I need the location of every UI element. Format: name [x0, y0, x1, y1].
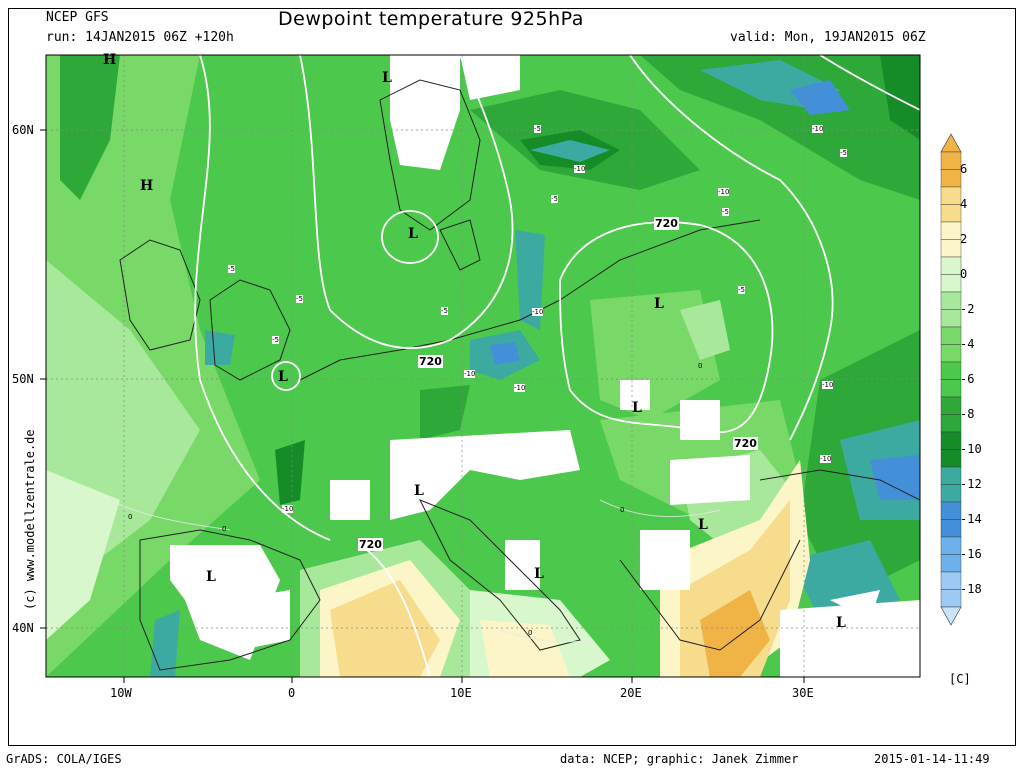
isotherm-label: -10: [574, 165, 586, 173]
graticule: [46, 55, 920, 677]
colorbar-tick-label: -8: [960, 406, 975, 421]
valid-time: valid: Mon, 19JAN2015 06Z: [730, 30, 926, 45]
copyright-text: (c) www.modellzentrale.de: [23, 429, 37, 610]
isotherm-label: -5: [722, 208, 729, 216]
colorbar-unit: [C]: [949, 672, 971, 686]
map-field: [46, 55, 920, 677]
isotherm-label: 0: [128, 513, 133, 521]
isotherm-label: -5: [840, 149, 847, 157]
lon-label-0: 0: [288, 686, 296, 700]
colorbar-tick-label: 0: [960, 266, 968, 281]
colorbar-tick-label: -4: [960, 336, 975, 351]
high-center-2: H: [140, 178, 154, 194]
isotherm-label: -5: [228, 265, 235, 273]
map-title: Dewpoint temperature 925hPa: [278, 8, 584, 30]
isotherm-label: -5: [272, 336, 279, 344]
colorbar-tick-label: -2: [960, 301, 975, 316]
isotherm-label: 0: [528, 629, 533, 637]
isotherms: [109, 499, 721, 643]
lat-label-50n: 50N: [12, 372, 34, 386]
isotherm-label: -10: [822, 381, 834, 389]
contour-label-720-2: 720: [418, 355, 443, 368]
figure-frame: [8, 8, 1016, 746]
axis-ticks: [40, 129, 805, 683]
isotherm-label: -5: [296, 295, 303, 303]
footer-credits: data: NCEP; graphic: Janek Zimmer: [560, 752, 799, 766]
low-center-2: L: [408, 226, 418, 242]
colorbar-tick-label: -18: [960, 581, 982, 596]
lon-label-20e: 20E: [620, 686, 642, 700]
low-center-5: L: [632, 400, 642, 416]
low-center-7: L: [698, 517, 708, 533]
low-center-10: L: [836, 615, 846, 631]
isotherm-label: -10: [464, 370, 476, 378]
low-center-9: L: [206, 569, 216, 585]
contour-label-720-1: 720: [654, 217, 679, 230]
isotherm-label: 0: [698, 362, 703, 370]
contour-label-720-4: 720: [358, 538, 383, 551]
run-time: run: 14JAN2015 06Z +120h: [46, 30, 234, 45]
colorbar-tick-label: -10: [960, 441, 982, 456]
model-source: NCEP GFS: [46, 10, 109, 25]
colorbar-tick-label: -16: [960, 546, 982, 561]
isotherm-label: -10: [718, 188, 730, 196]
lat-label-40n: 40N: [12, 621, 34, 635]
isotherm-label: -10: [282, 505, 294, 513]
isotherm-label: -10: [820, 455, 832, 463]
footer-software: GrADS: COLA/IGES: [6, 752, 122, 766]
low-center-3: L: [278, 369, 288, 385]
isotherm-label: -10: [532, 308, 544, 316]
lon-label-10e: 10E: [450, 686, 472, 700]
low-center-6: L: [414, 483, 424, 499]
colorbar-tick-label: 4: [960, 196, 968, 211]
map-border: [45, 54, 921, 678]
colorbar-tick-label: 6: [960, 161, 968, 176]
lat-label-60n: 60N: [12, 123, 34, 137]
contour-label-720-3: 720: [733, 437, 758, 450]
isotherm-label: -10: [812, 125, 824, 133]
isotherm-label: 0: [222, 525, 227, 533]
isotherm-label: -5: [441, 307, 448, 315]
footer-timestamp: 2015-01-14-11:49: [874, 752, 990, 766]
lon-label-30e: 30E: [792, 686, 814, 700]
low-center-4: L: [654, 296, 664, 312]
colorbar-tick-label: -14: [960, 511, 982, 526]
colorbar-tick-label: -6: [960, 371, 975, 386]
coastlines: [119, 79, 920, 671]
colorbar-tick-label: 2: [960, 231, 968, 246]
low-center-8: L: [534, 566, 544, 582]
colorbar-tick-label: -12: [960, 476, 982, 491]
isotherm-label: 0: [620, 506, 625, 514]
low-center-1: L: [382, 70, 392, 86]
isotherm-label: -5: [534, 125, 541, 133]
high-center-1: H: [103, 52, 117, 68]
isotherm-label: -5: [738, 286, 745, 294]
lon-label-10w: 10W: [110, 686, 132, 700]
isotherm-label: -5: [551, 195, 558, 203]
isotherm-label: -10: [514, 384, 526, 392]
